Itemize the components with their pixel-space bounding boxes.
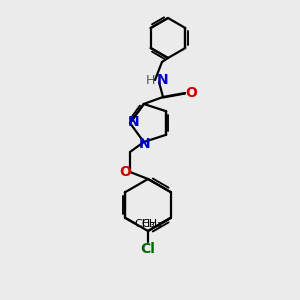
Text: CH₃: CH₃ [141,219,162,229]
Text: N: N [128,115,140,129]
Text: Cl: Cl [141,242,155,256]
Text: N: N [139,137,151,151]
Text: H: H [146,74,155,86]
Text: O: O [185,86,197,100]
Text: CH₃: CH₃ [134,219,155,229]
Text: O: O [119,165,131,179]
Text: N: N [157,73,169,87]
